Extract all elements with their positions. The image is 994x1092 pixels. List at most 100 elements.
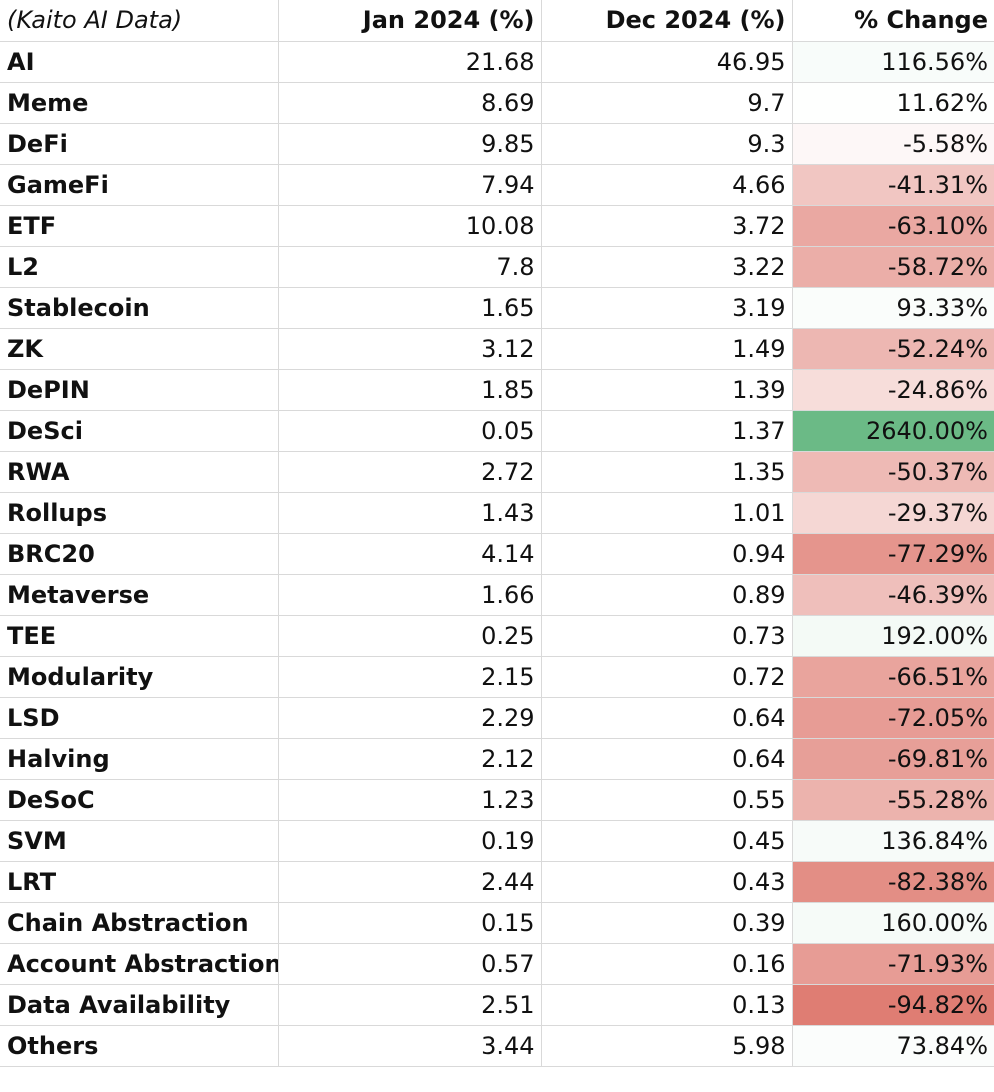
category-name: DePIN (0, 369, 279, 411)
jan-2024-value: 0.25 (278, 615, 542, 657)
percent-change-value: -69.81% (792, 738, 994, 780)
table-body: AI 21.68 46.95 116.56% Meme 8.69 9.7 11.62% DeFi… (0, 41, 994, 1067)
table-row: ZK 3.12 1.49 -52.24% (0, 328, 994, 370)
percent-change-value: -58.72% (792, 246, 994, 288)
dec-2024-value: 1.37 (541, 410, 793, 452)
percent-change-value: -52.24% (792, 328, 994, 370)
table-row: L2 7.8 3.22 -58.72% (0, 246, 994, 288)
jan-2024-value: 1.43 (278, 492, 542, 534)
table-row: LRT 2.44 0.43 -82.38% (0, 861, 994, 903)
table-row: AI 21.68 46.95 116.56% (0, 41, 994, 83)
table-row: Chain Abstraction 0.15 0.39 160.00% (0, 902, 994, 944)
jan-2024-value: 1.65 (278, 287, 542, 329)
category-name: BRC20 (0, 533, 279, 575)
jan-2024-value: 2.29 (278, 697, 542, 739)
percent-change-value: -46.39% (792, 574, 994, 616)
percent-change-value: -72.05% (792, 697, 994, 739)
dec-2024-value: 1.35 (541, 451, 793, 493)
category-name: Others (0, 1025, 279, 1067)
category-name: Modularity (0, 656, 279, 698)
table-row: BRC20 4.14 0.94 -77.29% (0, 533, 994, 575)
category-name: Account Abstraction (0, 943, 279, 985)
jan-2024-value: 2.44 (278, 861, 542, 903)
table-row: Metaverse 1.66 0.89 -46.39% (0, 574, 994, 616)
category-name: LSD (0, 697, 279, 739)
column-header-jan-2024: Jan 2024 (%) (278, 0, 542, 42)
percent-change-value: 116.56% (792, 41, 994, 83)
percent-change-value: 2640.00% (792, 410, 994, 452)
category-name: Metaverse (0, 574, 279, 616)
table-row: SVM 0.19 0.45 136.84% (0, 820, 994, 862)
jan-2024-value: 7.8 (278, 246, 542, 288)
percent-change-value: -50.37% (792, 451, 994, 493)
percent-change-value: 73.84% (792, 1025, 994, 1067)
jan-2024-value: 8.69 (278, 82, 542, 124)
category-name: L2 (0, 246, 279, 288)
source-label: (Kaito AI Data) (0, 0, 279, 42)
jan-2024-value: 2.51 (278, 984, 542, 1026)
dec-2024-value: 5.98 (541, 1025, 793, 1067)
category-name: AI (0, 41, 279, 83)
jan-2024-value: 10.08 (278, 205, 542, 247)
column-header-dec-2024: Dec 2024 (%) (541, 0, 793, 42)
percent-change-value: -63.10% (792, 205, 994, 247)
table-row: Data Availability 2.51 0.13 -94.82% (0, 984, 994, 1026)
crypto-narrative-table: (Kaito AI Data) Jan 2024 (%) Dec 2024 (%… (0, 0, 994, 1067)
percent-change-value: -24.86% (792, 369, 994, 411)
jan-2024-value: 9.85 (278, 123, 542, 165)
percent-change-value: -55.28% (792, 779, 994, 821)
table-row: RWA 2.72 1.35 -50.37% (0, 451, 994, 493)
jan-2024-value: 4.14 (278, 533, 542, 575)
dec-2024-value: 1.39 (541, 369, 793, 411)
percent-change-value: -41.31% (792, 164, 994, 206)
dec-2024-value: 0.64 (541, 738, 793, 780)
category-name: DeFi (0, 123, 279, 165)
dec-2024-value: 9.7 (541, 82, 793, 124)
dec-2024-value: 0.94 (541, 533, 793, 575)
dec-2024-value: 3.19 (541, 287, 793, 329)
dec-2024-value: 1.01 (541, 492, 793, 534)
dec-2024-value: 0.73 (541, 615, 793, 657)
jan-2024-value: 0.15 (278, 902, 542, 944)
category-name: SVM (0, 820, 279, 862)
percent-change-value: -82.38% (792, 861, 994, 903)
table-row: Meme 8.69 9.7 11.62% (0, 82, 994, 124)
table-row: TEE 0.25 0.73 192.00% (0, 615, 994, 657)
jan-2024-value: 0.57 (278, 943, 542, 985)
jan-2024-value: 1.66 (278, 574, 542, 616)
category-name: ETF (0, 205, 279, 247)
dec-2024-value: 0.64 (541, 697, 793, 739)
percent-change-value: -29.37% (792, 492, 994, 534)
jan-2024-value: 1.85 (278, 369, 542, 411)
jan-2024-value: 0.19 (278, 820, 542, 862)
table-row: DeSci 0.05 1.37 2640.00% (0, 410, 994, 452)
table-row: GameFi 7.94 4.66 -41.31% (0, 164, 994, 206)
category-name: Rollups (0, 492, 279, 534)
dec-2024-value: 1.49 (541, 328, 793, 370)
category-name: Halving (0, 738, 279, 780)
table-row: Account Abstraction 0.57 0.16 -71.93% (0, 943, 994, 985)
category-name: DeSoC (0, 779, 279, 821)
table-row: Rollups 1.43 1.01 -29.37% (0, 492, 994, 534)
header-row: (Kaito AI Data) Jan 2024 (%) Dec 2024 (%… (0, 0, 994, 42)
dec-2024-value: 3.22 (541, 246, 793, 288)
dec-2024-value: 4.66 (541, 164, 793, 206)
table-row: ETF 10.08 3.72 -63.10% (0, 205, 994, 247)
dec-2024-value: 0.16 (541, 943, 793, 985)
table-row: LSD 2.29 0.64 -72.05% (0, 697, 994, 739)
category-name: Stablecoin (0, 287, 279, 329)
table-row: Others 3.44 5.98 73.84% (0, 1025, 994, 1067)
jan-2024-value: 7.94 (278, 164, 542, 206)
dec-2024-value: 0.72 (541, 656, 793, 698)
percent-change-value: -5.58% (792, 123, 994, 165)
column-header-percent-change: % Change (792, 0, 994, 42)
category-name: DeSci (0, 410, 279, 452)
percent-change-value: 160.00% (792, 902, 994, 944)
dec-2024-value: 3.72 (541, 205, 793, 247)
dec-2024-value: 46.95 (541, 41, 793, 83)
percent-change-value: -66.51% (792, 656, 994, 698)
table-row: Modularity 2.15 0.72 -66.51% (0, 656, 994, 698)
dec-2024-value: 9.3 (541, 123, 793, 165)
table-row: DeFi 9.85 9.3 -5.58% (0, 123, 994, 165)
percent-change-value: 93.33% (792, 287, 994, 329)
